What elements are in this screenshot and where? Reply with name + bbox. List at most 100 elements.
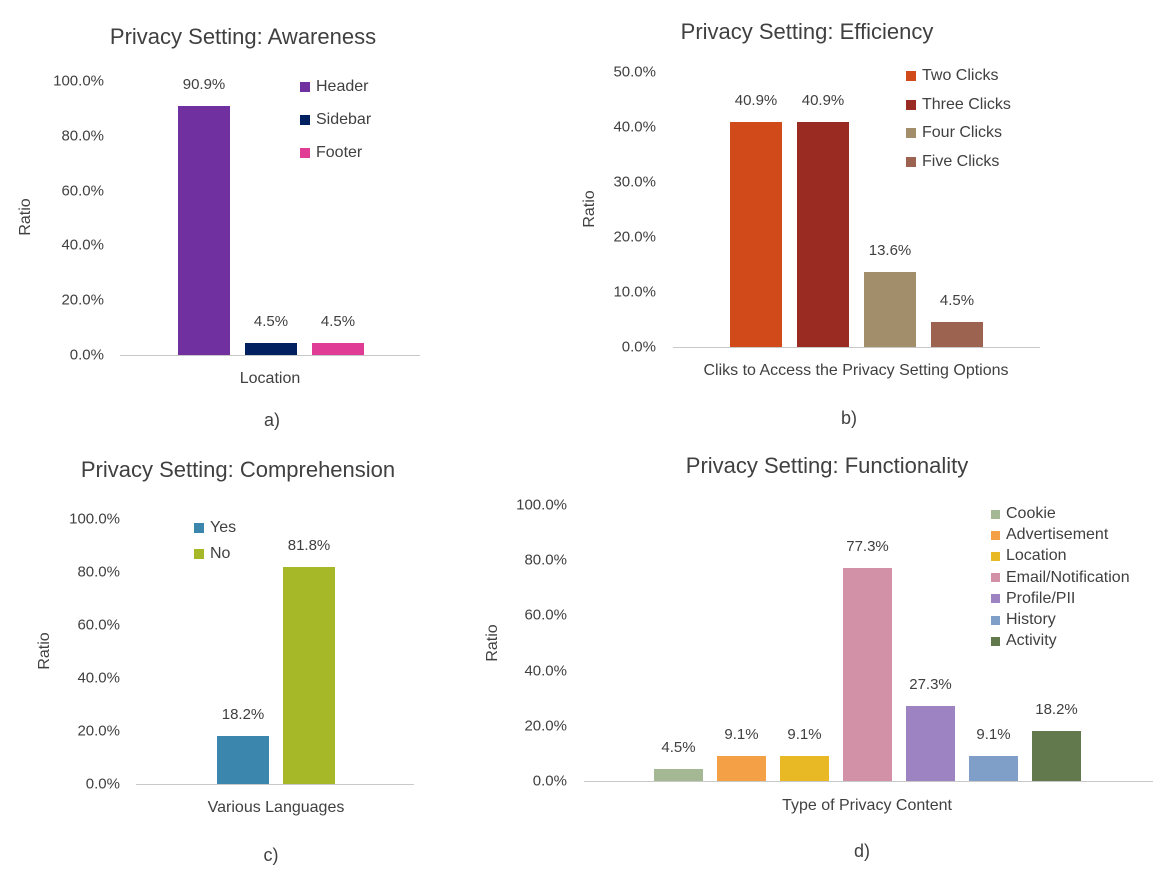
bar-header (178, 105, 230, 355)
y-tick-label: 20.0% (524, 717, 567, 735)
data-label: 27.3% (909, 675, 952, 693)
y-tick-label: 30.0% (613, 173, 656, 191)
x-axis-line (136, 784, 414, 785)
legend-swatch (991, 551, 1000, 561)
y-tick-label: 40.0% (613, 118, 656, 136)
legend-label: Two Clicks (922, 67, 999, 84)
bar-email-notification (843, 567, 892, 781)
legend-item: Cookie (991, 505, 1056, 523)
legend-item: Location (991, 547, 1067, 565)
data-label: 90.9% (182, 75, 226, 93)
y-tick-label: 60.0% (524, 606, 567, 624)
legend-swatch (300, 148, 310, 158)
legend-item: Four Clicks (906, 124, 1002, 142)
bar-five-clicks (931, 322, 983, 347)
x-axis-label: Type of Privacy Content (782, 797, 952, 814)
legend-swatch (991, 573, 1000, 583)
x-axis-label: Various Languages (207, 799, 345, 816)
bar-advertisement (717, 755, 766, 781)
y-tick-label: 50.0% (613, 63, 656, 81)
bar-cookie (654, 768, 703, 781)
legend-label: Activity (1006, 632, 1057, 650)
legend-item: Sidebar (300, 111, 371, 129)
legend-item: Activity (991, 632, 1057, 650)
legend-label: Cookie (1006, 505, 1056, 522)
data-label: 9.1% (787, 725, 822, 743)
y-tick-label: 0.0% (69, 346, 104, 364)
y-axis-label: Ratio (17, 198, 34, 236)
legend-swatch (300, 115, 310, 125)
legend-item: Three Clicks (906, 96, 1011, 114)
legend-swatch (194, 523, 204, 533)
data-label: 81.8% (287, 537, 331, 555)
y-tick-label: 100.0% (53, 72, 104, 90)
data-label: 40.9% (734, 92, 778, 110)
legend-label: Location (1006, 547, 1067, 565)
legend-item: Email/Notification (991, 569, 1130, 587)
legend-item: Two Clicks (906, 67, 998, 85)
legend-swatch (991, 615, 1000, 625)
bar-yes (217, 735, 269, 784)
figure-caption: b) (840, 408, 858, 428)
y-tick-label: 40.0% (524, 662, 567, 680)
x-axis-line (120, 355, 420, 356)
legend-label: Advertisement (1006, 526, 1109, 544)
bar-no (283, 567, 335, 784)
bar-location (780, 755, 829, 781)
y-tick-label: 20.0% (613, 228, 656, 246)
figure-caption: d) (853, 841, 871, 861)
data-label: 4.5% (253, 312, 289, 330)
legend-label: Yes (210, 519, 237, 536)
legend-swatch (194, 549, 204, 559)
legend-item: History (991, 611, 1056, 629)
legend-label: Three Clicks (922, 95, 1011, 113)
legend-label: Five Clicks (922, 153, 1000, 171)
legend-item: Five Clicks (906, 153, 999, 171)
legend-label: Email/Notification (1006, 568, 1130, 586)
chart-title: Privacy Setting: Awareness (109, 24, 377, 49)
data-label: 18.2% (221, 705, 265, 723)
x-axis-line (584, 781, 1153, 782)
legend-label: Profile/PII (1006, 589, 1076, 607)
legend-label: Header (316, 78, 369, 95)
x-axis-line (673, 347, 1040, 348)
legend-item: Advertisement (991, 526, 1108, 544)
x-axis-label: Location (239, 370, 301, 387)
data-label: 4.5% (939, 292, 975, 310)
y-tick-label: 40.0% (77, 669, 120, 687)
legend-label: Four Clicks (922, 124, 1003, 142)
legend-swatch (991, 636, 1000, 646)
y-tick-label: 0.0% (621, 338, 656, 356)
y-tick-label: 60.0% (61, 182, 104, 200)
legend-label: Sidebar (316, 111, 372, 128)
bar-history (969, 755, 1018, 781)
y-tick-label: 20.0% (77, 722, 120, 740)
bar-footer (312, 342, 364, 355)
bar-four-clicks (864, 272, 916, 347)
chart-title: Privacy Setting: Comprehension (80, 457, 396, 482)
legend-item: Profile/PII (991, 590, 1075, 608)
legend-swatch (300, 82, 310, 92)
y-tick-label: 20.0% (61, 291, 104, 309)
figure-caption: a) (263, 410, 281, 430)
y-tick-label: 80.0% (524, 551, 567, 569)
y-tick-label: 10.0% (613, 283, 656, 301)
y-tick-label: 0.0% (85, 775, 120, 793)
y-tick-label: 80.0% (61, 127, 104, 145)
x-axis-label: Cliks to Access the Privacy Setting Opti… (703, 362, 1009, 379)
y-axis-label: Ratio (581, 190, 598, 228)
data-label: 13.6% (868, 242, 912, 260)
y-tick-label: 100.0% (516, 496, 567, 514)
y-tick-label: 80.0% (77, 563, 120, 581)
bar-three-clicks (797, 122, 849, 347)
data-label: 18.2% (1035, 700, 1078, 718)
bar-profile-pii (906, 705, 955, 781)
y-tick-label: 0.0% (532, 772, 567, 790)
legend-swatch (991, 509, 1000, 519)
chart-title: Privacy Setting: Efficiency (680, 19, 934, 44)
chart-title: Privacy Setting: Functionality (685, 453, 969, 478)
bar-two-clicks (730, 122, 782, 347)
y-tick-label: 40.0% (61, 236, 104, 254)
legend-item: Yes (194, 519, 236, 537)
legend-swatch (906, 71, 916, 81)
